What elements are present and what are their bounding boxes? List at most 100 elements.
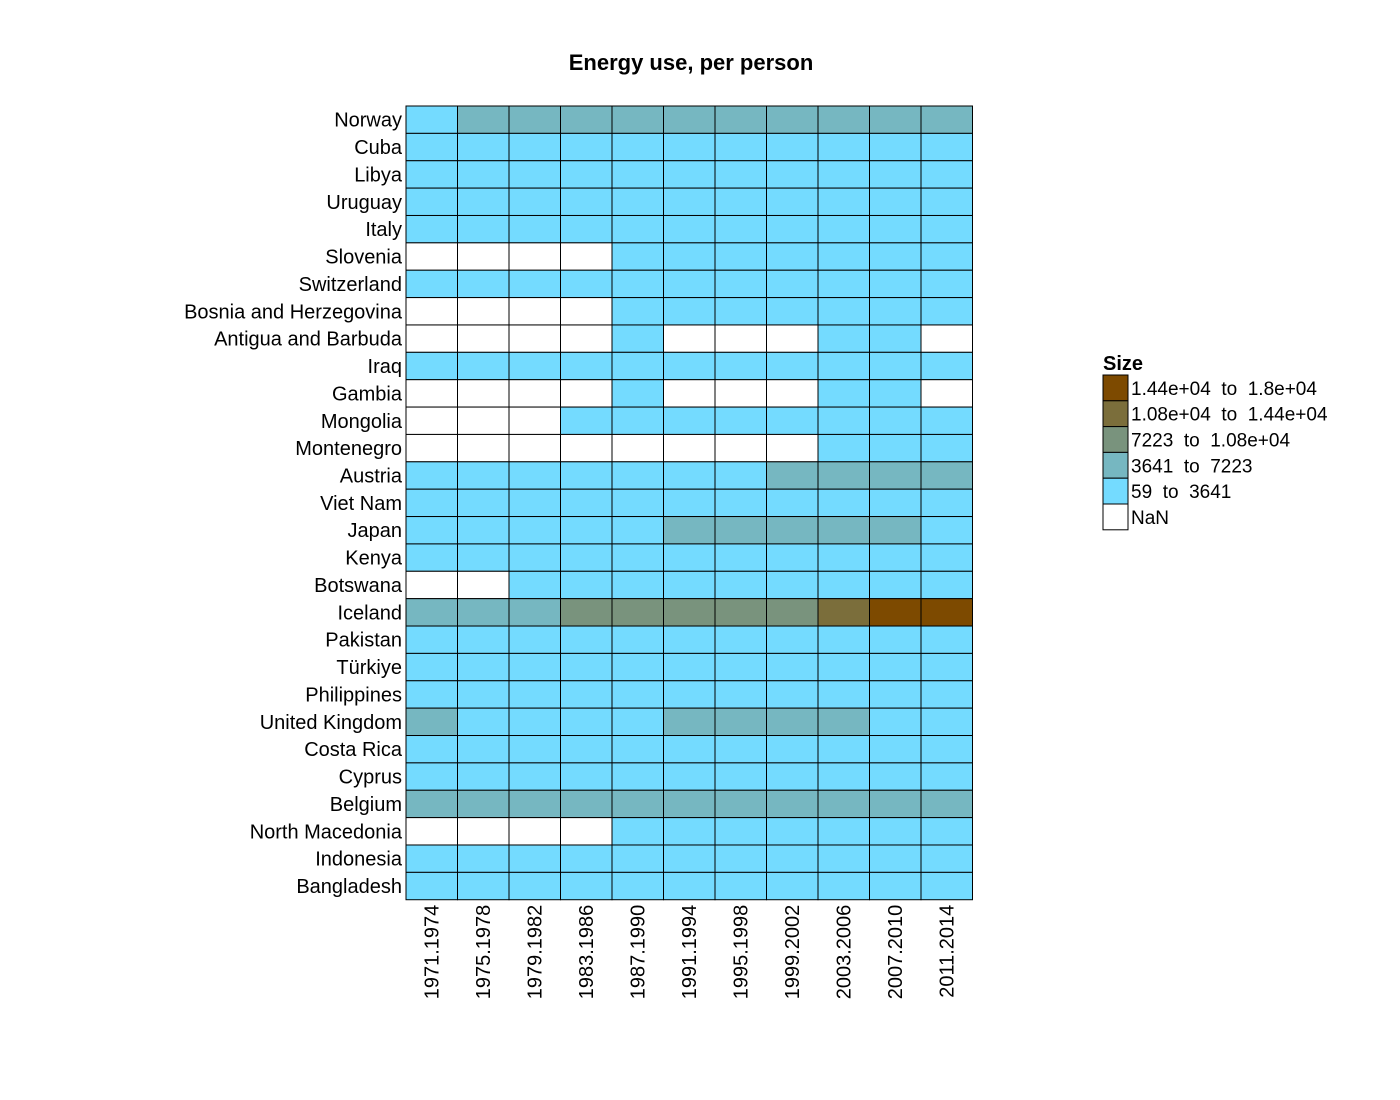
heatmap-cell: [508, 433, 561, 463]
heatmap-cell: [611, 160, 664, 189]
heatmap-cell: [714, 406, 767, 435]
heatmap-cell: [405, 132, 458, 162]
heatmap-cell: [663, 844, 716, 873]
heatmap-cell: [920, 762, 973, 791]
heatmap-cell: [766, 269, 819, 299]
heatmap-cell: [611, 516, 664, 545]
heatmap-cell: [869, 652, 922, 682]
heatmap-cell: [611, 461, 664, 490]
heatmap-cell: [457, 406, 510, 435]
column-label: 1999.2002: [782, 905, 804, 1000]
column-label: 2003.2006: [834, 905, 856, 1000]
heatmap-cell: [817, 735, 870, 764]
heatmap-cell: [405, 543, 458, 572]
heatmap-cell: [560, 735, 613, 764]
heatmap-cell: [611, 324, 664, 353]
heatmap-cell: [920, 406, 973, 435]
heatmap-cell: [920, 351, 973, 381]
heatmap-cell: [508, 461, 561, 490]
heatmap-cell: [457, 242, 510, 271]
heatmap-cell: [869, 461, 922, 490]
heatmap-cell: [405, 871, 458, 901]
legend-label: NaN: [1131, 508, 1169, 529]
heatmap-cell: [457, 871, 510, 901]
heatmap-cell: [766, 570, 819, 600]
heatmap-cell: [611, 707, 664, 737]
heatmap-cell: [560, 762, 613, 791]
heatmap-cell: [457, 543, 510, 572]
heatmap-cell: [817, 488, 870, 518]
heatmap-cell: [663, 762, 716, 791]
heatmap-cell: [663, 652, 716, 682]
heatmap-cell: [714, 652, 767, 682]
heatmap-cell: [869, 351, 922, 381]
column-label: 1987.1990: [628, 905, 650, 1000]
row-label: Gambia: [332, 383, 403, 405]
heatmap-cell: [611, 379, 664, 408]
heatmap-cell: [560, 132, 613, 162]
heatmap-cell: [457, 214, 510, 244]
legend-swatch: [1102, 451, 1129, 479]
heatmap-cell: [869, 379, 922, 408]
heatmap-cell: [869, 516, 922, 545]
heatmap-cell: [869, 625, 922, 654]
heatmap-cell: [560, 652, 613, 682]
heatmap-cell: [457, 187, 510, 216]
heatmap-cell: [405, 652, 458, 682]
heatmap-cell: [457, 297, 510, 326]
heatmap-cell: [663, 707, 716, 737]
heatmap-cell: [663, 351, 716, 381]
heatmap-cell: [714, 543, 767, 572]
heatmap-cell: [869, 735, 922, 764]
heatmap-cell: [560, 680, 613, 709]
row-label: Antigua and Barbuda: [214, 329, 403, 351]
heatmap-cell: [920, 598, 973, 627]
row-label: Slovenia: [325, 247, 403, 269]
row-label: Uruguay: [326, 192, 402, 214]
heatmap-cell: [405, 817, 458, 846]
heatmap-cell: [714, 789, 767, 819]
heatmap-cell: [920, 488, 973, 518]
heatmap-cell: [663, 570, 716, 600]
heatmap-cell: [766, 406, 819, 435]
heatmap-cell: [869, 817, 922, 846]
heatmap-cell: [405, 707, 458, 737]
heatmap-cell: [766, 707, 819, 737]
heatmap-cell: [457, 789, 510, 819]
heatmap-cell: [869, 844, 922, 873]
heatmap-cell: [405, 379, 458, 408]
legend-swatch: [1102, 477, 1129, 505]
heatmap-cell: [663, 160, 716, 189]
heatmap-cell: [457, 598, 510, 627]
heatmap-cell: [766, 844, 819, 873]
heatmap-cell: [869, 242, 922, 271]
heatmap-cell: [920, 379, 973, 408]
heatmap-cell: [869, 406, 922, 435]
heatmap-cell: [920, 242, 973, 271]
column-label: 1991.1994: [679, 905, 701, 1000]
heatmap-cell: [869, 543, 922, 572]
heatmap-cell: [766, 652, 819, 682]
heatmap-cell: [869, 324, 922, 353]
heatmap-cell: [766, 351, 819, 381]
heatmap-cell: [405, 187, 458, 216]
heatmap-cell: [869, 570, 922, 600]
heatmap-cell: [405, 269, 458, 299]
column-label: 1995.1998: [731, 905, 753, 1000]
heatmap-cell: [611, 351, 664, 381]
row-label: Kenya: [345, 548, 403, 570]
heatmap-cell: [663, 379, 716, 408]
heatmap-cell: [920, 680, 973, 709]
heatmap-cell: [869, 132, 922, 162]
legend-label: 7223 to 1.08e+04: [1131, 431, 1290, 452]
heatmap-cell: [457, 707, 510, 737]
heatmap-cell: [508, 379, 561, 408]
heatmap-cell: [560, 433, 613, 463]
heatmap-cell: [508, 516, 561, 545]
heatmap-cell: [405, 105, 458, 134]
heatmap-cell: [663, 516, 716, 545]
column-label: 1975.1978: [473, 905, 495, 1000]
heatmap-cell: [920, 214, 973, 244]
row-label: United Kingdom: [260, 712, 402, 734]
column-label: 1983.1986: [576, 905, 598, 1000]
